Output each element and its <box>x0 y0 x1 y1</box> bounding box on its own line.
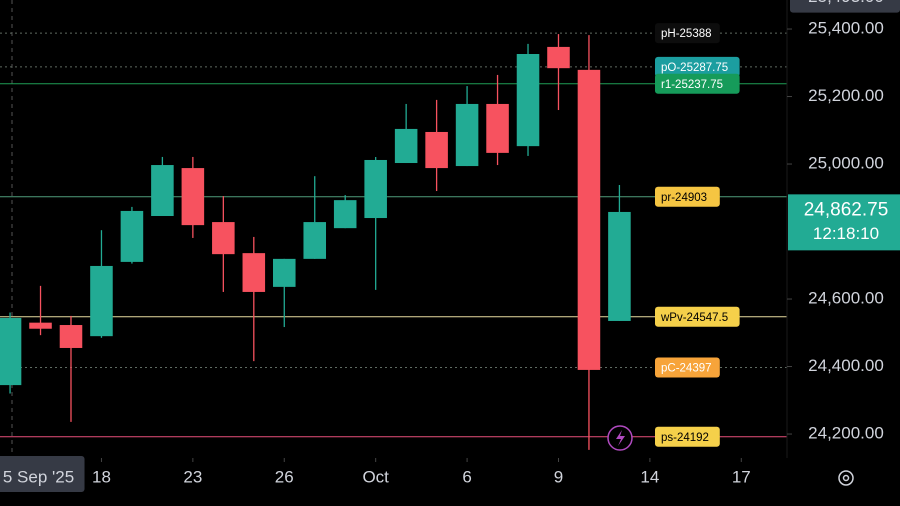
candle-body <box>455 103 479 167</box>
candle-body <box>181 168 205 226</box>
crosshair-y-box <box>790 0 900 13</box>
crosshair-y-label: 25,493.00 <box>808 0 884 6</box>
candle-body <box>59 325 83 348</box>
alert-icon[interactable] <box>607 425 633 451</box>
candle-body <box>486 103 509 153</box>
y-tick-label: 25,400.00 <box>808 19 884 38</box>
candle-body <box>151 165 174 217</box>
candle-body <box>608 211 631 321</box>
x-tick-label: 14 <box>640 467 659 486</box>
x-tick-label: 9 <box>554 467 563 486</box>
x-tick-label: 6 <box>462 467 471 486</box>
level-label: pH-25388 <box>661 28 712 40</box>
level-label: pO-25287.75 <box>661 62 728 74</box>
last-price-box <box>788 194 900 251</box>
candle-body <box>547 46 570 69</box>
level-label-box <box>655 186 720 207</box>
candle-body <box>0 317 22 386</box>
candle-body <box>90 265 113 337</box>
y-tick-label: 24,600.00 <box>808 289 884 308</box>
y-tick-label: 24,400.00 <box>808 356 884 375</box>
candle-body <box>212 222 235 255</box>
candle-body <box>425 131 448 169</box>
settings-icon[interactable] <box>838 470 854 486</box>
crosshair-x-label: 5 Sep '25 <box>3 467 74 486</box>
candle-body <box>303 222 327 259</box>
x-tick-label: 17 <box>732 467 751 486</box>
candle-body <box>364 159 387 219</box>
crosshair-x-box <box>0 456 85 492</box>
y-tick-label: 25,200.00 <box>808 86 884 105</box>
level-label-box <box>655 357 720 378</box>
settings-hub[interactable] <box>842 474 850 482</box>
x-tick-label: Oct <box>362 467 389 486</box>
level-label: wPv-24547.5 <box>660 312 728 324</box>
candle-body <box>242 253 266 292</box>
candle-body <box>577 69 601 370</box>
x-tick-label: 26 <box>275 467 294 486</box>
level-label: pr-24903 <box>661 192 707 204</box>
y-tick-label: 24,200.00 <box>808 424 884 443</box>
x-tick-label: 18 <box>92 467 111 486</box>
level-label-box <box>655 73 740 94</box>
level-label: r1-25237.75 <box>661 79 723 91</box>
x-tick-label: 23 <box>183 467 202 486</box>
level-label-box <box>655 426 720 447</box>
level-label-box <box>655 23 720 44</box>
settings-gear[interactable] <box>838 470 854 486</box>
candle-body <box>29 322 52 329</box>
countdown-label: 12:18:10 <box>813 224 879 243</box>
level-label-box <box>655 306 740 327</box>
candle-body <box>333 200 357 229</box>
level-label-box <box>655 56 740 77</box>
candle-body <box>516 54 540 147</box>
plot-area: pH-25388 pO-25287.75 r1-25237.75 pr-24903 wP… <box>0 0 787 458</box>
candle-body <box>394 128 418 164</box>
alert-bolt[interactable] <box>616 430 625 446</box>
level-label: pC-24397 <box>661 363 712 375</box>
y-tick-label: 25,000.00 <box>808 154 884 173</box>
candle-body <box>272 258 296 287</box>
level-label: ps-24192 <box>661 432 709 444</box>
candle-body <box>120 210 144 262</box>
last-price-label: 24,862.75 <box>804 199 889 220</box>
